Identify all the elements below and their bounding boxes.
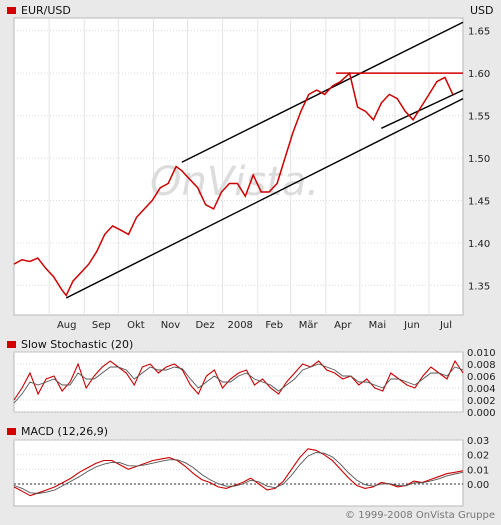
main-legend-swatch <box>7 7 16 14</box>
upper-channel-line <box>181 21 464 163</box>
stochastic-panel: Slow Stochastic (20) 0.0000.0020.0040.00… <box>7 338 496 419</box>
macd-y-tick-label: 0.00 <box>467 480 489 491</box>
main-marks <box>13 21 464 299</box>
main-x-tick-label: Okt <box>127 320 145 331</box>
main-x-tick-label: Mai <box>369 320 387 331</box>
main-y-tick-label: 1.40 <box>468 239 490 250</box>
macd-series-1 <box>13 452 464 494</box>
stochastic-y-tick-label: 0.002 <box>467 396 496 407</box>
macd-y-ticks: 0.00 0.01 0.02 0.03 <box>467 436 489 491</box>
stochastic-y-tick-label: 0.000 <box>467 408 496 419</box>
main-x-tick-label: Mär <box>299 320 319 331</box>
stochastic-legend-swatch <box>7 341 16 348</box>
macd-panel: MACD (12,26,9) 0.00 0.01 0.02 0.03 <box>7 425 489 507</box>
main-y-tick-label: 1.60 <box>468 69 490 80</box>
copyright-footer: © 1999-2008 OnVista Gruppe <box>345 510 495 521</box>
main-y-tick-label: 1.55 <box>468 112 490 123</box>
main-x-ticks: Aug Sep Okt Nov Dez 2008 Feb Mär Apr Mai Jun Jul <box>57 320 452 331</box>
stochastic-y-tick-label: 0.008 <box>467 360 496 371</box>
main-x-tick-label: Jun <box>403 320 420 331</box>
stochastic-series-0 <box>13 359 464 401</box>
main-x-tick-label: Feb <box>265 320 283 331</box>
main-x-tick-label: Sep <box>92 320 111 331</box>
main-y-ticks: 1.35 1.40 1.45 1.50 1.55 1.60 1.65 <box>468 27 490 293</box>
stochastic-marks <box>13 359 464 404</box>
main-chart-panel: EUR/USD USD OnVista. 1.35 1.40 1.45 1.50 1.5… <box>7 4 494 331</box>
stochastic-y-tick-label: 0.006 <box>467 372 496 383</box>
macd-y-tick-label: 0.01 <box>467 465 489 476</box>
main-unit-label: USD <box>470 4 494 17</box>
main-plot-area <box>13 17 464 316</box>
main-x-tick-label: Jul <box>439 320 452 331</box>
main-x-tick-label: Nov <box>161 320 181 331</box>
stochastic-y-tick-label: 0.004 <box>467 384 496 395</box>
main-y-tick-label: 1.50 <box>468 154 490 165</box>
watermark: OnVista. <box>150 159 319 205</box>
macd-legend-swatch <box>7 428 16 435</box>
macd-legend-label: MACD (12,26,9) <box>21 425 108 438</box>
main-x-tick-label: Apr <box>334 320 352 331</box>
main-y-tick-label: 1.65 <box>468 27 490 38</box>
macd-plot-area <box>13 439 464 507</box>
main-x-tick-label: 2008 <box>227 320 252 331</box>
main-grid <box>14 18 463 315</box>
macd-y-tick-label: 0.02 <box>467 451 489 462</box>
stochastic-plot-area <box>13 351 464 413</box>
main-x-tick-label: Aug <box>57 320 77 331</box>
eurusd-series-line <box>13 71 454 297</box>
stochastic-y-tick-label: 0.010 <box>467 348 496 359</box>
main-y-tick-label: 1.35 <box>468 281 490 292</box>
macd-y-tick-label: 0.03 <box>467 436 489 447</box>
lower-channel-line <box>65 97 464 299</box>
main-legend-label: EUR/USD <box>21 4 71 17</box>
stochastic-series-1 <box>13 363 464 404</box>
stochastic-legend-label: Slow Stochastic (20) <box>21 338 133 351</box>
macd-marks <box>13 448 464 497</box>
main-y-tick-label: 1.45 <box>468 196 490 207</box>
main-x-tick-label: Dez <box>195 320 214 331</box>
inner-channel-line <box>381 89 464 129</box>
